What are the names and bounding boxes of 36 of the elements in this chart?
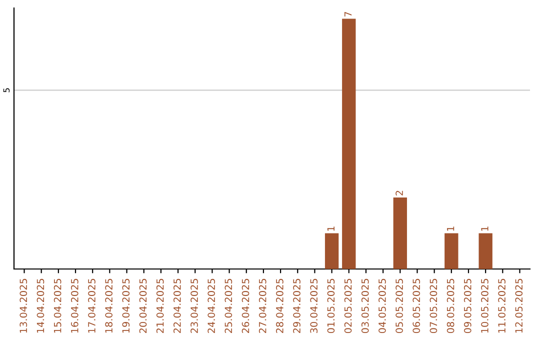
- x-tick-label: 16.04.2025: [70, 278, 78, 333]
- x-tick-label: 13.04.2025: [20, 278, 28, 333]
- x-tick-label: 28.04.2025: [276, 278, 284, 333]
- x-tick-label: 06.05.2025: [412, 278, 420, 334]
- x-tick-label: 01.05.2025: [327, 278, 335, 334]
- x-tick-label: 26.04.2025: [242, 278, 250, 333]
- y-tick-label: 5: [3, 88, 10, 92]
- x-tick-label: 24.04.2025: [208, 278, 216, 333]
- x-tick-label: 14.04.2025: [36, 278, 44, 333]
- x-tick-label: 30.04.2025: [310, 278, 318, 333]
- data-label: 1: [447, 226, 454, 231]
- data-label: 2: [396, 190, 403, 196]
- x-tick-label: 18.04.2025: [105, 278, 113, 333]
- x-tick-label: 04.05.2025: [378, 278, 386, 334]
- x-tick-label: 07.05.2025: [430, 278, 438, 334]
- x-tick-label: 10.05.2025: [481, 278, 488, 333]
- x-tick-label: 17.04.2025: [88, 278, 96, 333]
- x-tick-label: 20.04.2025: [139, 278, 147, 333]
- x-tick-label: 27.04.2025: [258, 278, 266, 333]
- x-tick-label: 08.05.2025: [446, 278, 454, 334]
- x-tick-label: 15.04.2025: [54, 278, 62, 333]
- data-label: 1: [327, 226, 334, 231]
- x-tick-label: 05.05.2025: [396, 278, 403, 334]
- x-tick-label: 02.05.2025: [344, 278, 352, 334]
- x-tick-label: 03.05.2025: [361, 278, 369, 334]
- data-label: 1: [481, 226, 488, 231]
- x-tick-label: 12.05.2025: [515, 278, 523, 333]
- data-label: 7: [344, 12, 352, 17]
- x-tick-label: 22.04.2025: [173, 278, 181, 333]
- x-tick-label: 23.04.2025: [190, 278, 198, 333]
- x-tick-label: 11.05.2025: [498, 278, 506, 333]
- x-tick-label: 25.04.2025: [224, 278, 232, 333]
- x-tick-label: 09.05.2025: [464, 278, 472, 334]
- x-tick-label: 29.04.2025: [293, 278, 300, 333]
- x-tick-label: 21.04.2025: [156, 278, 164, 333]
- x-tick-label: 19.04.2025: [122, 278, 130, 333]
